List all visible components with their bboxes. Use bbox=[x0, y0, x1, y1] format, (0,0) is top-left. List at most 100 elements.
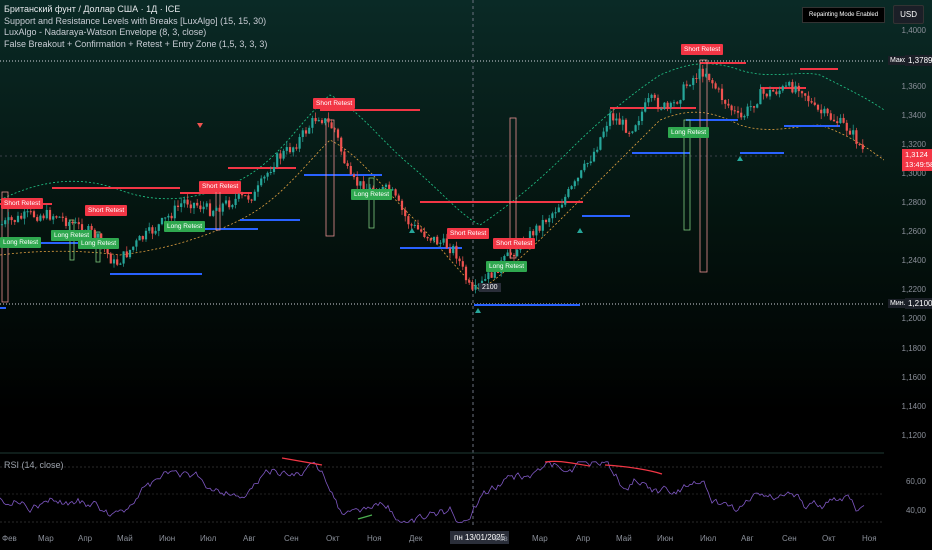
time-tick: Сен bbox=[284, 534, 299, 543]
indicator-nw-envelope[interactable]: LuxAlgo - Nadaraya-Watson Envelope (8, 3… bbox=[4, 27, 207, 37]
candle-body bbox=[349, 166, 352, 175]
candle-body bbox=[858, 143, 861, 145]
candle-body bbox=[832, 119, 836, 122]
candle-body bbox=[509, 252, 512, 255]
candle-body bbox=[221, 203, 224, 212]
chart-legend: Британский фунт / Доллар США · 1Д · ICE … bbox=[4, 4, 267, 50]
price-axis[interactable]: 1,4000 1,3600 1,3400 1,3200 1,3000 1,280… bbox=[884, 0, 932, 528]
candle-body bbox=[288, 147, 292, 153]
candle-body bbox=[733, 110, 736, 112]
candle-body bbox=[29, 211, 32, 213]
candle-body bbox=[343, 151, 346, 164]
candle-body bbox=[234, 198, 237, 206]
candle-body bbox=[295, 147, 298, 149]
short-retest-tag: Short Retest bbox=[85, 205, 128, 216]
candle-body bbox=[36, 217, 39, 221]
candle-body bbox=[304, 130, 308, 134]
price-tick: 1,3400 bbox=[901, 111, 926, 120]
candle-body bbox=[285, 147, 288, 151]
min-marker-label: 2100 bbox=[479, 283, 501, 292]
candle-body bbox=[68, 222, 71, 226]
candle-body bbox=[432, 236, 436, 241]
candle-body bbox=[426, 237, 429, 239]
candle-body bbox=[192, 202, 196, 209]
candle-body bbox=[656, 97, 660, 109]
candle-body bbox=[653, 94, 656, 98]
max-value: 1,3789 bbox=[905, 55, 932, 66]
candle-body bbox=[420, 229, 423, 232]
candle-body bbox=[176, 205, 180, 207]
candle-body bbox=[784, 85, 788, 87]
candle-body bbox=[352, 174, 356, 178]
candle-body bbox=[829, 113, 832, 120]
candle-body bbox=[106, 248, 109, 254]
candle-body bbox=[269, 171, 272, 173]
candle-body bbox=[695, 77, 698, 79]
candle-body bbox=[356, 177, 359, 186]
candle-body bbox=[240, 194, 244, 196]
candle-body bbox=[452, 245, 455, 254]
chart-canvas[interactable] bbox=[0, 0, 884, 528]
candle-body bbox=[196, 202, 199, 206]
entry-zones bbox=[1, 59, 708, 303]
candle-body bbox=[458, 258, 461, 262]
candle-body bbox=[778, 90, 781, 95]
candle-body bbox=[576, 177, 580, 182]
candle-body bbox=[727, 103, 730, 106]
candle-body bbox=[122, 251, 125, 264]
short-retest-tag: Short Retest bbox=[681, 44, 724, 55]
currency-button[interactable]: USD bbox=[893, 5, 924, 24]
rsi-title[interactable]: RSI (14, close) bbox=[4, 460, 64, 470]
candle-body bbox=[768, 89, 772, 97]
candle-body bbox=[164, 217, 167, 219]
symbol-title[interactable]: Британский фунт / Доллар США · 1Д · ICE bbox=[4, 4, 181, 14]
time-tick: Окт bbox=[326, 534, 340, 543]
candle-body bbox=[794, 85, 797, 93]
candle-body bbox=[637, 120, 640, 126]
candle-body bbox=[474, 285, 477, 290]
candle-body bbox=[592, 151, 596, 162]
candle-body bbox=[45, 209, 48, 219]
candle-body bbox=[605, 125, 608, 132]
time-tick: Июл bbox=[700, 534, 717, 543]
time-tick: Дек bbox=[409, 534, 423, 543]
short-retest-tag: Short Retest bbox=[313, 98, 356, 109]
price-tick: 1,2400 bbox=[901, 256, 926, 265]
candle-body bbox=[666, 102, 669, 108]
candle-body bbox=[199, 205, 202, 210]
price-tick: 1,1600 bbox=[901, 373, 926, 382]
candle-body bbox=[468, 280, 471, 283]
candle-body bbox=[368, 187, 372, 190]
candle-body bbox=[429, 238, 432, 241]
time-axis[interactable]: Фев Мар Апр Май Июн Июл Авг Сен Окт Ноя … bbox=[0, 528, 932, 550]
candle-body bbox=[516, 249, 519, 257]
rsi-bearish-divergence-2 bbox=[544, 460, 591, 467]
time-tick: Фев bbox=[493, 534, 508, 543]
candle-body bbox=[13, 220, 16, 222]
last-price-value: 1,3124 bbox=[905, 150, 928, 159]
candle-body bbox=[711, 80, 714, 84]
candle-body bbox=[730, 105, 733, 111]
indicator-sr-levels[interactable]: Support and Resistance Levels with Break… bbox=[4, 15, 267, 26]
candle-body bbox=[116, 259, 119, 265]
candle-body bbox=[631, 131, 634, 133]
candle-body bbox=[183, 199, 186, 204]
signal-triangles-red bbox=[197, 123, 203, 128]
candle-body bbox=[324, 118, 327, 124]
candle-body bbox=[813, 102, 816, 105]
candle-body bbox=[612, 113, 615, 121]
long-retest-tag: Long Retest bbox=[668, 127, 710, 138]
candle-body bbox=[224, 200, 228, 204]
candle-body bbox=[740, 112, 743, 118]
candle-body bbox=[132, 246, 135, 250]
candle-body bbox=[397, 195, 400, 201]
candle-body bbox=[746, 106, 749, 116]
candle-body bbox=[503, 256, 506, 261]
candle-body bbox=[628, 132, 631, 134]
indicator-false-breakout[interactable]: False Breakout + Confirmation + Retest +… bbox=[4, 38, 268, 49]
candle-body bbox=[4, 220, 7, 225]
price-tick: 1,2000 bbox=[901, 314, 926, 323]
candle-body bbox=[599, 137, 602, 150]
candle-body bbox=[842, 117, 845, 123]
price-tick: 1,3000 bbox=[901, 169, 926, 178]
